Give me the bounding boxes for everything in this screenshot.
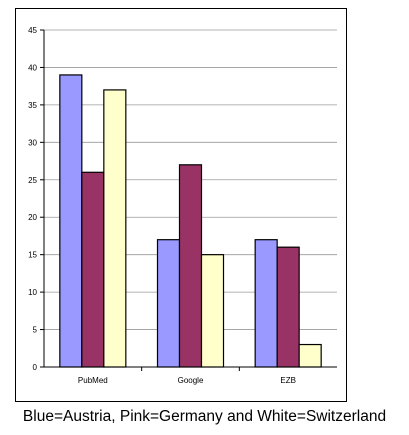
y-tick-label: 40 [28, 63, 37, 72]
y-tick-label: 15 [28, 251, 37, 260]
y-tick-label: 20 [28, 213, 37, 222]
y-tick-label: 25 [28, 176, 37, 185]
y-tick-label: 45 [28, 26, 37, 35]
y-tick-label: 10 [28, 288, 37, 297]
bar [156, 239, 181, 368]
y-tick-label: 35 [28, 101, 37, 110]
x-tick-label: PubMed [78, 376, 108, 385]
chart-caption: Blue=Austria, Pink=Germany and White=Swi… [22, 408, 387, 425]
bar [81, 171, 105, 368]
bar [178, 164, 203, 368]
y-tick-label: 0 [33, 363, 38, 372]
bar [276, 246, 300, 368]
x-tick-label: Google [178, 376, 204, 385]
bar [103, 89, 127, 368]
bar [298, 343, 322, 368]
x-tick-label: EZB [280, 376, 296, 385]
y-tick-label: 30 [28, 138, 37, 147]
y-tick-label: 5 [33, 326, 38, 335]
bar [254, 239, 278, 368]
bar [59, 74, 83, 368]
bar [200, 254, 225, 368]
